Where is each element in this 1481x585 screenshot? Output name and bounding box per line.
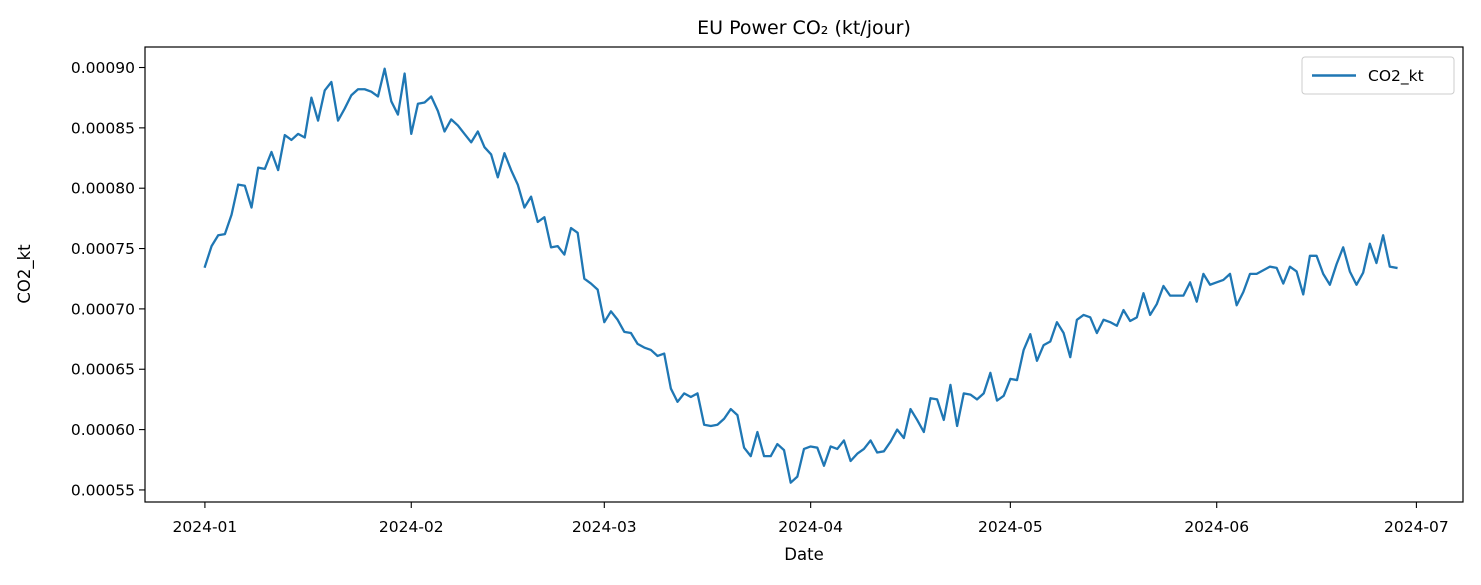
x-tick-label: 2024-02: [379, 518, 444, 536]
y-tick-label: 0.00055: [71, 481, 135, 499]
x-tick-label: 2024-07: [1384, 518, 1449, 536]
axis-ticks: 2024-01 2024-02 2024-03 2024-04 2024-05 2024-…: [71, 59, 1449, 536]
y-axis-label: CO2_kt: [15, 244, 35, 304]
x-tick-label: 2024-03: [572, 518, 637, 536]
plot-area: [203, 67, 1398, 484]
x-axis-label: Date: [784, 545, 823, 564]
y-tick-label: 0.00060: [71, 421, 135, 439]
chart-title: EU Power CO₂ (kt/jour): [697, 17, 911, 39]
legend: CO2_kt: [1301, 56, 1455, 95]
x-tick-label: 2024-01: [173, 518, 238, 536]
series-line-co2-kt: [203, 67, 1398, 484]
y-tick-label: 0.00080: [71, 180, 135, 198]
y-tick-label: 0.00070: [71, 300, 135, 318]
plot-frame: [144, 46, 1464, 503]
y-tick-label: 0.00065: [71, 361, 135, 379]
legend-box: [1301, 56, 1455, 95]
y-tick-label: 0.00085: [71, 119, 135, 137]
x-tick-label: 2024-06: [1184, 518, 1249, 536]
x-tick-label: 2024-05: [978, 518, 1043, 536]
legend-label: CO2_kt: [1368, 67, 1424, 86]
y-tick-label: 0.00090: [71, 59, 135, 77]
y-tick-label: 0.00075: [71, 240, 135, 258]
x-tick-label: 2024-04: [778, 518, 843, 536]
